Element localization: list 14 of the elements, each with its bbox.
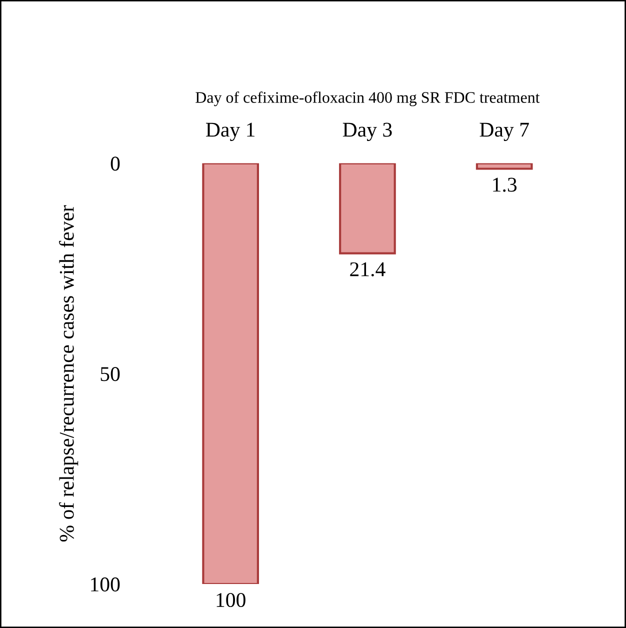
bar	[339, 163, 396, 254]
x-axis-title: Day of cefixime-ofloxacin 400 mg SR FDC treatment	[196, 91, 540, 106]
x-tick-label: Day 1	[206, 122, 254, 142]
data-label: 21.4	[350, 262, 386, 276]
x-tick-label: Day 7	[480, 122, 529, 142]
bar	[202, 163, 259, 584]
data-label: 1.3	[493, 178, 517, 192]
y-tick-label: 50	[100, 367, 120, 382]
bar	[476, 163, 533, 170]
data-label: 100	[216, 592, 246, 608]
x-tick-label: Day 3	[342, 122, 392, 142]
y-axis-title: % of relapse/recurrence cases with fever	[59, 205, 78, 542]
y-tick-label: 0	[110, 156, 120, 171]
y-tick-label: 100	[91, 577, 120, 592]
